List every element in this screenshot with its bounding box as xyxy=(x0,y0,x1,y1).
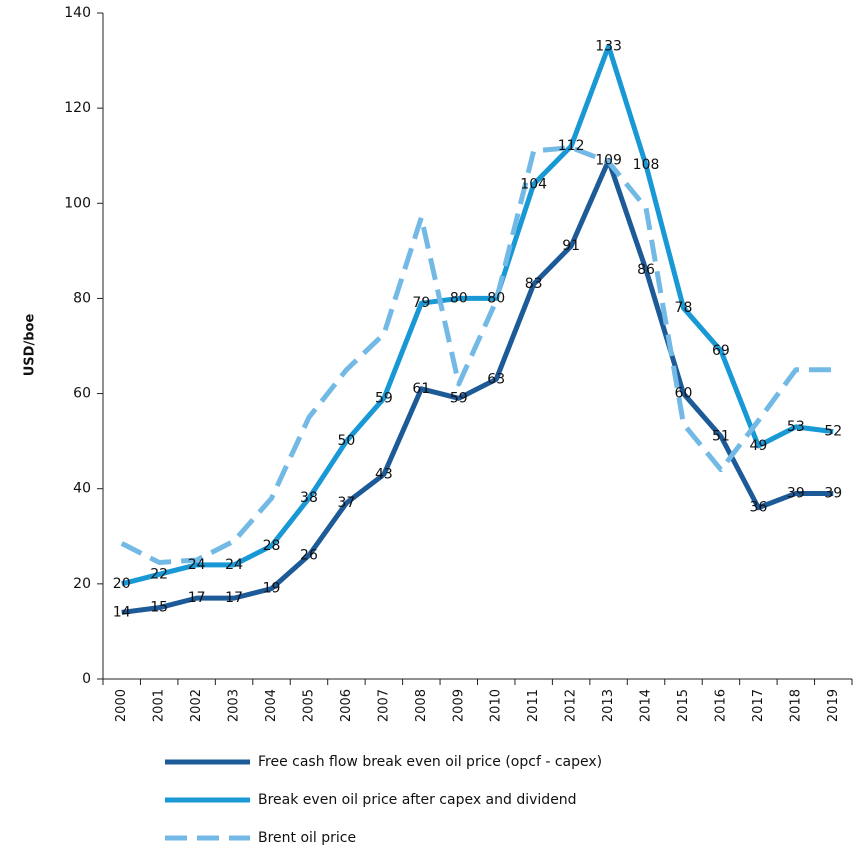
data-label: 78 xyxy=(675,300,693,316)
legend-label: Free cash flow break even oil price (opc… xyxy=(258,754,602,770)
data-label: 50 xyxy=(338,433,356,449)
y-tick-label: 120 xyxy=(64,100,91,116)
y-tick-label: 60 xyxy=(73,386,91,402)
data-label: 24 xyxy=(188,557,206,573)
x-tick-label: 2004 xyxy=(264,689,279,722)
data-label: 80 xyxy=(450,290,468,306)
data-label: 63 xyxy=(487,371,505,387)
x-tick-label: 2007 xyxy=(376,689,391,722)
series-line xyxy=(121,43,834,587)
data-label: 133 xyxy=(595,38,622,54)
data-label: 14 xyxy=(113,604,131,620)
data-label: 112 xyxy=(558,138,585,154)
y-axis-label: USD/boe xyxy=(23,314,38,377)
x-tick-label: 2019 xyxy=(826,689,841,722)
data-label: 86 xyxy=(637,262,655,278)
x-tick-label: 2005 xyxy=(301,689,316,722)
x-tick-label: 2000 xyxy=(114,689,129,722)
data-label: 51 xyxy=(712,428,730,444)
x-tick-label: 2013 xyxy=(601,689,616,722)
data-label: 83 xyxy=(525,276,543,292)
x-tick-label: 2002 xyxy=(189,689,204,722)
x-tick-label: 2008 xyxy=(414,689,429,722)
data-label: 109 xyxy=(595,152,622,168)
data-label: 69 xyxy=(712,343,730,359)
data-label: 26 xyxy=(300,547,318,563)
data-label: 52 xyxy=(824,424,842,440)
x-tick-label: 2009 xyxy=(451,689,466,722)
series-line xyxy=(120,145,834,565)
y-tick-label: 40 xyxy=(73,481,91,497)
data-label: 24 xyxy=(225,557,243,573)
data-label: 19 xyxy=(263,581,281,597)
data-label: 17 xyxy=(225,590,243,606)
data-label: 28 xyxy=(263,538,281,554)
legend-label: Brent oil price xyxy=(258,830,356,846)
data-label: 20 xyxy=(113,576,131,592)
data-label: 79 xyxy=(412,295,430,311)
data-label: 53 xyxy=(787,419,805,435)
data-label: 91 xyxy=(562,238,580,254)
x-tick-label: 2001 xyxy=(152,689,167,722)
x-tick-label: 2011 xyxy=(526,689,541,722)
x-tick-label: 2016 xyxy=(713,689,728,722)
y-tick-label: 0 xyxy=(82,671,91,687)
y-tick-label: 140 xyxy=(64,5,91,21)
data-label: 49 xyxy=(749,438,767,454)
data-label: 108 xyxy=(633,157,660,173)
x-tick-label: 2017 xyxy=(751,689,766,722)
y-tick-label: 100 xyxy=(64,195,91,211)
data-label: 59 xyxy=(375,390,393,406)
data-label: 104 xyxy=(520,176,547,192)
x-tick-label: 2010 xyxy=(489,689,504,722)
data-label: 61 xyxy=(412,381,430,397)
y-tick-label: 20 xyxy=(73,576,91,592)
data-label: 17 xyxy=(188,590,206,606)
x-tick-label: 2015 xyxy=(676,689,691,722)
data-label: 39 xyxy=(824,485,842,501)
data-label: 60 xyxy=(675,386,693,402)
data-label: 37 xyxy=(338,495,356,511)
data-label: 38 xyxy=(300,490,318,506)
data-label: 80 xyxy=(487,290,505,306)
data-label: 36 xyxy=(749,500,767,516)
legend-label: Break even oil price after capex and div… xyxy=(258,792,577,808)
x-tick-label: 2006 xyxy=(339,689,354,722)
y-tick-label: 80 xyxy=(73,290,91,306)
data-label: 15 xyxy=(150,600,168,616)
x-tick-label: 2018 xyxy=(788,689,803,722)
data-label: 22 xyxy=(150,566,168,582)
data-label: 59 xyxy=(450,390,468,406)
x-tick-label: 2014 xyxy=(639,689,654,722)
data-label: 39 xyxy=(787,485,805,501)
x-tick-label: 2003 xyxy=(227,689,242,722)
data-label: 43 xyxy=(375,466,393,482)
series-line xyxy=(121,157,834,615)
x-tick-label: 2012 xyxy=(564,689,579,722)
